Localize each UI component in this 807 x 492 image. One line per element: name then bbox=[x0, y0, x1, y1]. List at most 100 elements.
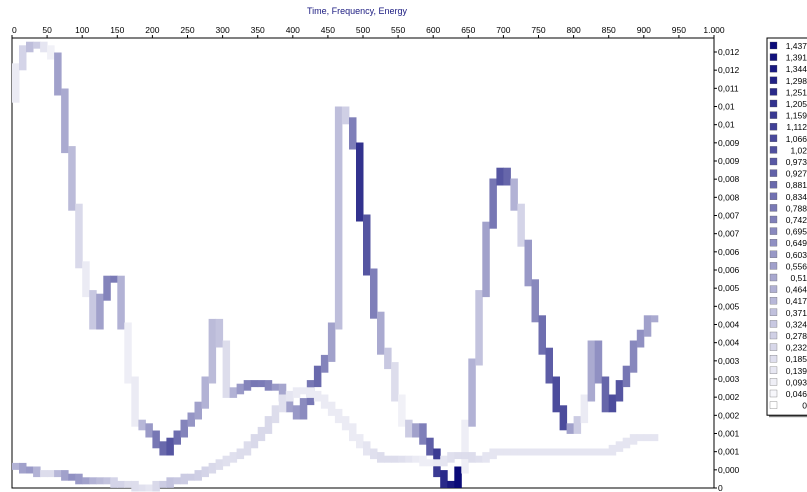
heatmap-cell bbox=[131, 480, 139, 492]
heatmap-cell bbox=[313, 390, 322, 402]
heatmap-cell bbox=[622, 365, 631, 388]
heatmap-cell bbox=[475, 455, 483, 463]
heatmap-cell bbox=[285, 394, 294, 413]
heatmap-cell bbox=[489, 178, 497, 229]
x-tick-label: 150 bbox=[110, 25, 124, 35]
chart-title: Time, Frequency, Energy bbox=[307, 6, 408, 16]
y-tick-label: 0,001 bbox=[718, 429, 740, 439]
heatmap-cell bbox=[643, 434, 652, 442]
heatmap-cell bbox=[517, 203, 525, 247]
heatmap-cell bbox=[475, 290, 483, 366]
heatmap-cell bbox=[503, 167, 511, 186]
heatmap-cell bbox=[194, 470, 202, 481]
heatmap-cell bbox=[75, 203, 83, 269]
heatmap-cell bbox=[559, 448, 568, 456]
legend-swatch bbox=[769, 215, 778, 224]
legend-swatch bbox=[769, 88, 778, 96]
legend-label: 1,437 bbox=[786, 41, 807, 51]
legend-label: 0,834 bbox=[786, 192, 807, 202]
heatmap-cell bbox=[349, 117, 357, 150]
heatmap-cell bbox=[166, 437, 174, 456]
y-tick-label: 0,004 bbox=[718, 320, 740, 330]
heatmap-cell bbox=[159, 441, 167, 456]
y-tick-label: 0,004 bbox=[718, 338, 740, 348]
legend-label: 0,139 bbox=[786, 366, 807, 376]
heatmap-cell bbox=[54, 470, 62, 478]
heatmap-cell bbox=[545, 347, 553, 384]
legend-swatch bbox=[769, 308, 778, 316]
heatmap-cell bbox=[377, 452, 385, 463]
x-tick-label: 50 bbox=[42, 25, 52, 35]
x-tick-label: 750 bbox=[531, 25, 545, 35]
heatmap-cell bbox=[566, 423, 575, 434]
heatmap-cell bbox=[278, 394, 287, 413]
y-tick-label: 0,01 bbox=[718, 120, 735, 130]
heatmap-cell bbox=[636, 434, 645, 442]
legend-label: 0,417 bbox=[786, 296, 807, 306]
heatmap-cell bbox=[545, 448, 553, 456]
y-tick-label: 0 bbox=[718, 483, 723, 492]
x-tick-label: 1.000 bbox=[703, 25, 725, 35]
legend-label: 0,881 bbox=[786, 180, 807, 190]
heatmap-cell bbox=[320, 354, 329, 373]
legend-label: 0,695 bbox=[786, 227, 807, 237]
heatmap-cell bbox=[643, 315, 652, 337]
heatmap-cell bbox=[201, 466, 209, 478]
heatmap-cell bbox=[608, 394, 617, 413]
heatmap-cell bbox=[47, 45, 55, 60]
heatmap-cell bbox=[454, 452, 462, 460]
heatmap-cell bbox=[313, 365, 322, 388]
legend-label: 0,046 bbox=[786, 389, 807, 399]
heatmap-cell bbox=[68, 146, 76, 211]
heatmap-cell bbox=[12, 63, 20, 103]
x-tick-label: 600 bbox=[426, 25, 440, 35]
heatmap-cell bbox=[250, 380, 259, 388]
heatmap-cell bbox=[110, 275, 118, 283]
legend-swatch bbox=[769, 239, 778, 247]
heatmap-cell bbox=[208, 462, 217, 474]
heatmap-cell bbox=[405, 455, 413, 463]
heatmap-cell bbox=[180, 473, 188, 485]
y-tick-label: 0,002 bbox=[718, 392, 740, 402]
legend-label: 0,973 bbox=[786, 157, 807, 167]
legend-swatch bbox=[769, 262, 778, 270]
heatmap-cell bbox=[187, 473, 195, 481]
heatmap-cell bbox=[489, 448, 497, 460]
heatmap-cell bbox=[517, 448, 525, 456]
heatmap-cell bbox=[180, 419, 188, 438]
heatmap-cell bbox=[341, 416, 350, 431]
legend-label: 0,371 bbox=[786, 308, 807, 318]
heatmap-cell bbox=[419, 455, 427, 467]
y-tick-label: 0,006 bbox=[718, 265, 740, 275]
heatmap-cell bbox=[349, 423, 357, 442]
legend-label: 0,649 bbox=[786, 238, 807, 248]
heatmap-cell bbox=[334, 106, 343, 330]
legend-swatch bbox=[769, 65, 778, 73]
heatmap-cell bbox=[117, 480, 125, 488]
heatmap-cell bbox=[257, 426, 266, 442]
x-tick-label: 350 bbox=[251, 25, 265, 35]
heatmap-cell bbox=[215, 459, 224, 470]
heatmap-cell bbox=[208, 318, 217, 384]
heatmap-cell bbox=[468, 358, 476, 427]
heatmap-cell bbox=[103, 477, 111, 485]
heatmap-cell bbox=[54, 52, 62, 96]
heatmap-cell bbox=[594, 448, 603, 456]
heatmap-cell bbox=[615, 380, 624, 402]
heatmap-cell bbox=[531, 279, 539, 323]
heatmap-cell bbox=[370, 448, 378, 460]
heatmap-cell bbox=[250, 434, 259, 449]
legend-swatch bbox=[769, 331, 778, 340]
heatmap-cell bbox=[61, 470, 69, 481]
heatmap-cell bbox=[510, 448, 518, 456]
legend-swatch bbox=[769, 146, 778, 154]
heatmap-cell bbox=[629, 340, 638, 373]
heatmap-cell bbox=[363, 441, 371, 456]
legend-swatch bbox=[769, 99, 778, 108]
heatmap-cell bbox=[538, 448, 546, 456]
legend-swatch bbox=[769, 134, 778, 142]
legend-label: 0,278 bbox=[786, 331, 807, 341]
heatmap-cell bbox=[75, 473, 83, 485]
heatmap-cell bbox=[334, 408, 343, 424]
heatmap-cell bbox=[650, 434, 659, 442]
